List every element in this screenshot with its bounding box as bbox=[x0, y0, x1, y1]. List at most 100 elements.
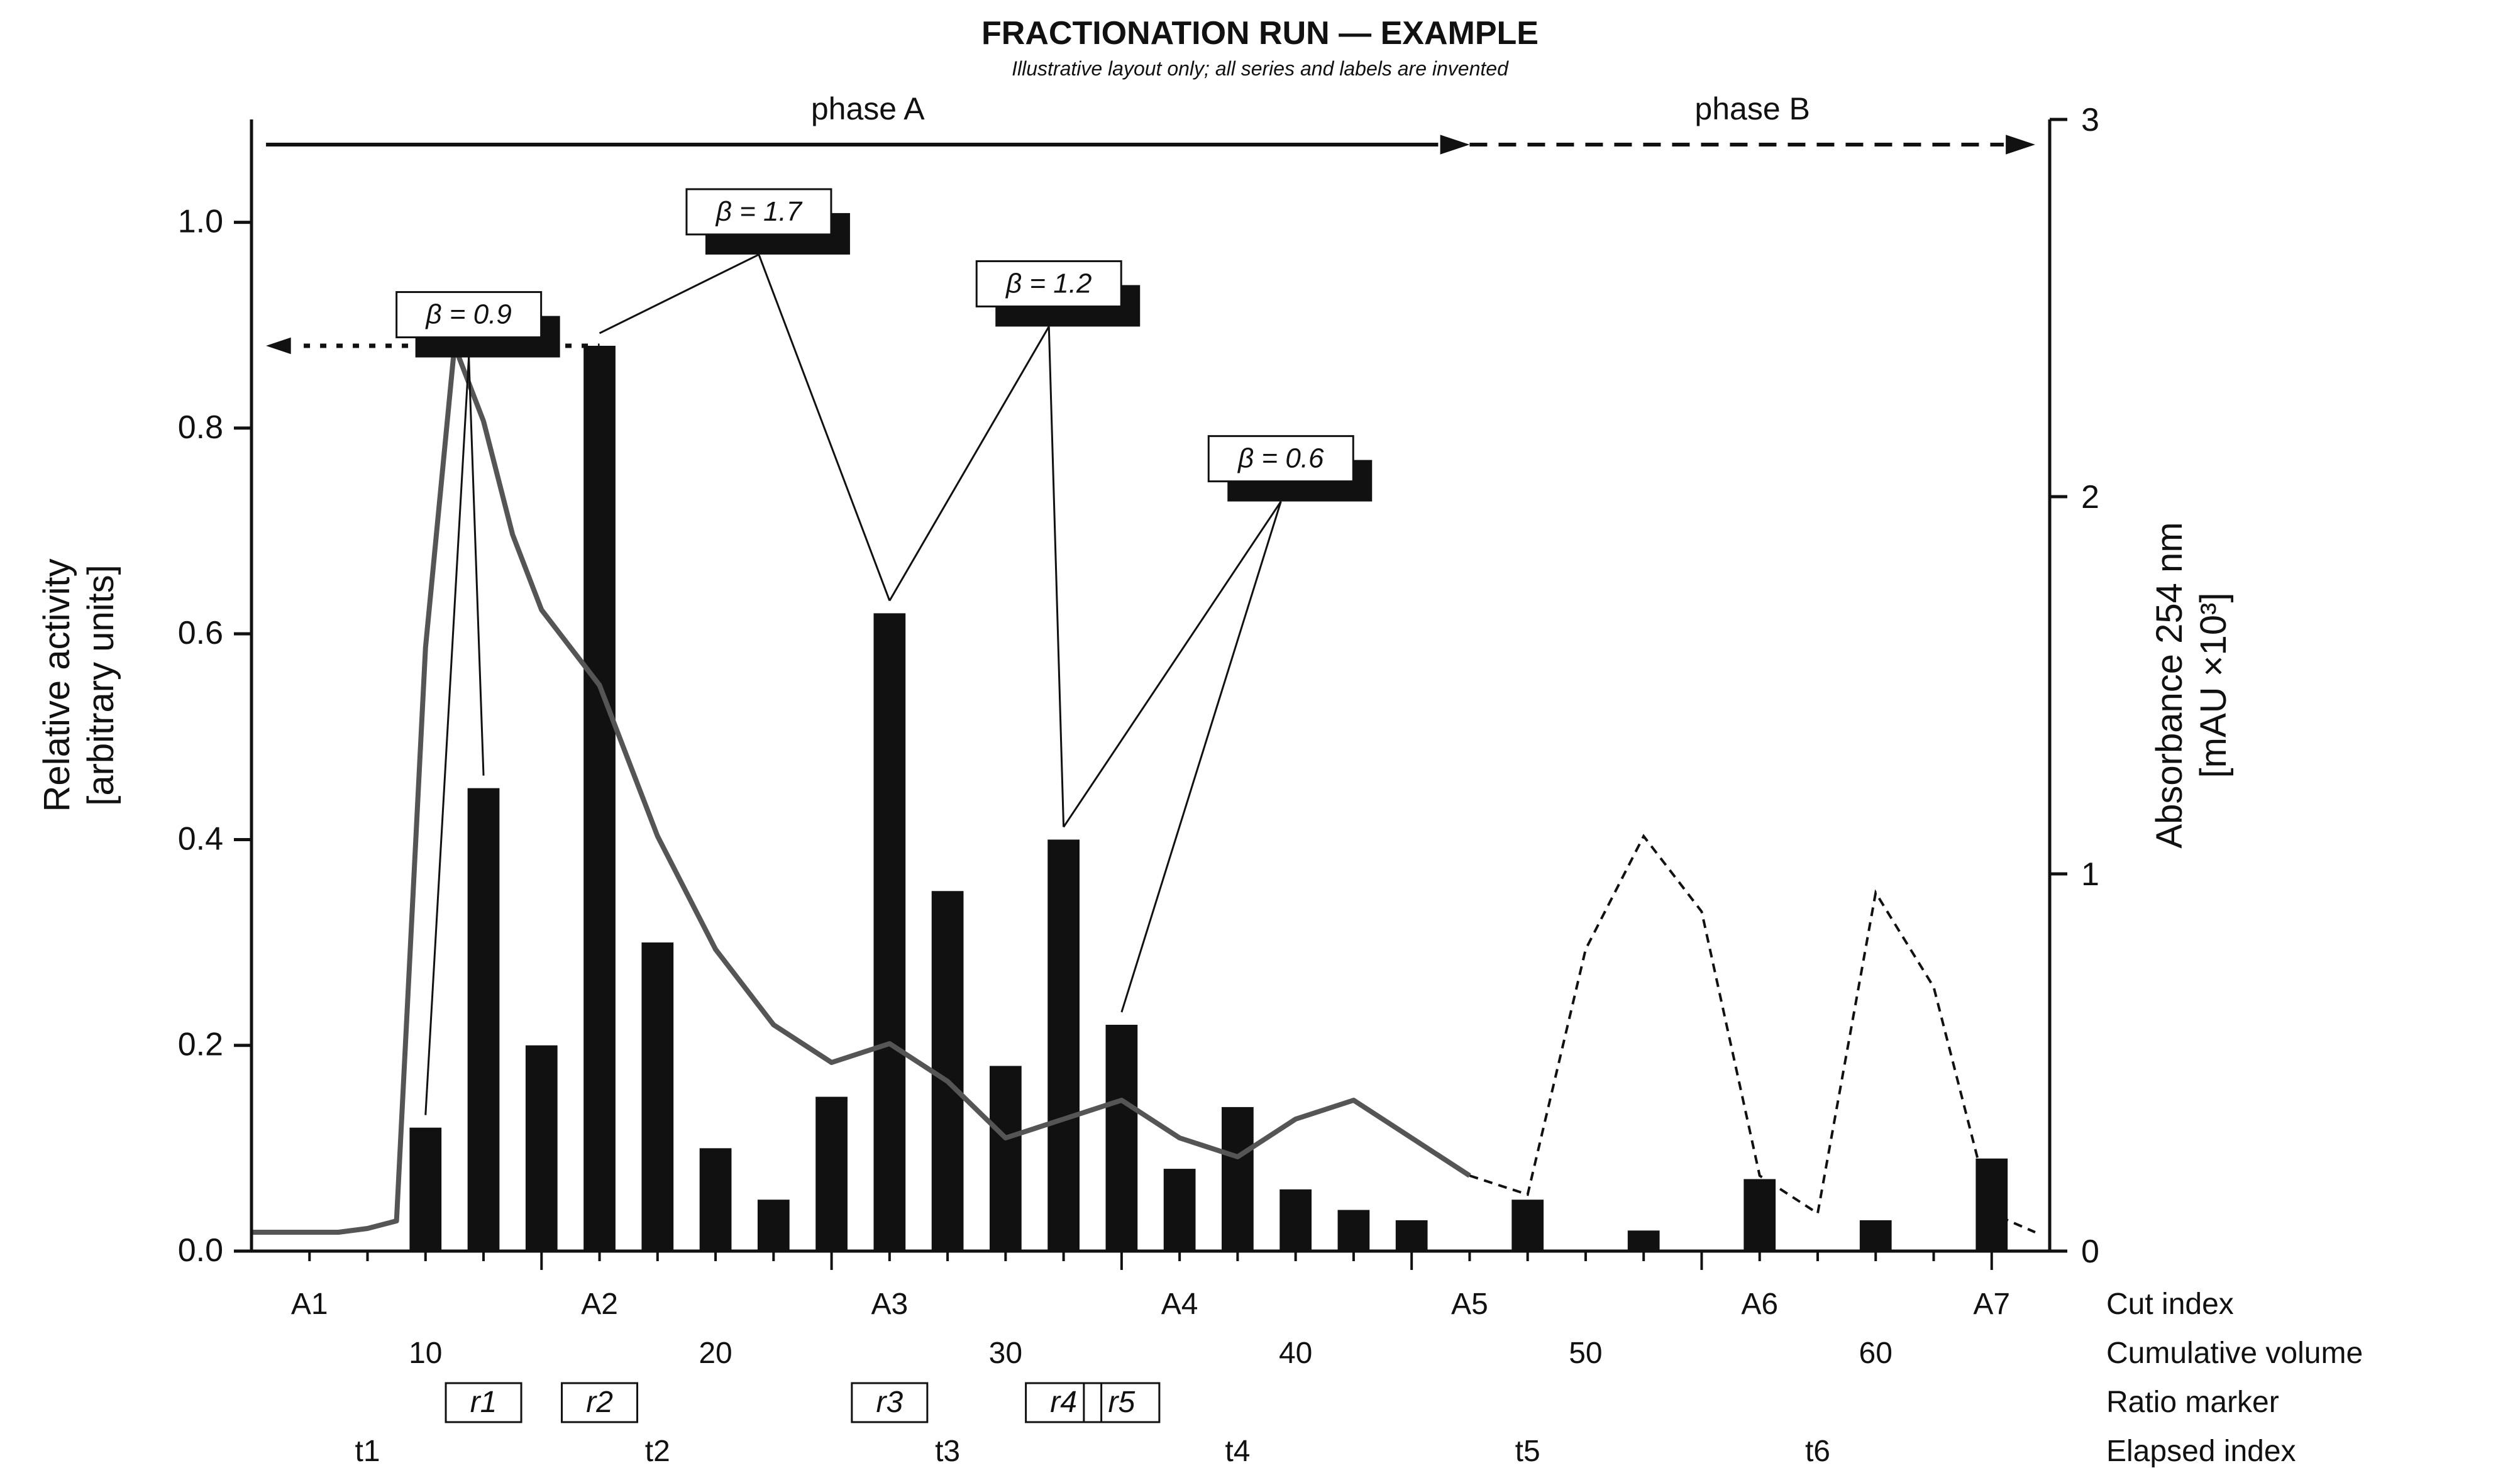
row-2-value-1: r2 bbox=[586, 1386, 613, 1419]
callout-label-1: β = 1.7 bbox=[715, 196, 803, 227]
row-1-value-0: 10 bbox=[409, 1337, 442, 1370]
label-rows: A1 A2 A3 A4 A5 A6 A7 Cut index 10 20 30 40 50 60 Cumul… bbox=[291, 1288, 2363, 1468]
bar-8 bbox=[873, 613, 906, 1251]
bar-4 bbox=[641, 942, 674, 1251]
bottom-axis-ticks bbox=[308, 1251, 1993, 1270]
callout-box-0 bbox=[395, 291, 543, 339]
callout-box-1 bbox=[685, 188, 832, 236]
phase-arrowhead-1 bbox=[2006, 135, 2035, 155]
bar-20 bbox=[1744, 1179, 1776, 1251]
row-3-value-1: t2 bbox=[645, 1435, 670, 1468]
callout-leader-3-1 bbox=[1120, 501, 1282, 1013]
right-tick-label-2: 2 bbox=[2081, 479, 2099, 516]
bar-15 bbox=[1279, 1189, 1312, 1251]
bar-1 bbox=[467, 788, 500, 1251]
bar-18 bbox=[1511, 1200, 1544, 1251]
left-tick-label-1: 0.2 bbox=[178, 1027, 223, 1063]
row-0-value-0: A1 bbox=[291, 1288, 328, 1321]
right-tick-label-0: 0 bbox=[2081, 1233, 2099, 1270]
left-tick-label-2: 0.4 bbox=[178, 820, 223, 857]
left-tick-label-4: 0.8 bbox=[178, 409, 223, 446]
right-axis-label-line-1: Absorbance 254 nm bbox=[2149, 522, 2190, 848]
left-axis-ticks: 0.0 0.2 0.4 0.6 0.8 1.0 bbox=[178, 204, 251, 1269]
row-3-value-5: t6 bbox=[1805, 1435, 1830, 1468]
bar-5 bbox=[699, 1148, 732, 1251]
chart-subtitle: Illustrative layout only; all series and… bbox=[1012, 57, 1509, 80]
row-0-value-2: A3 bbox=[871, 1288, 908, 1321]
left-tick-label-0: 0.0 bbox=[178, 1232, 223, 1269]
chart-title: FRACTIONATION RUN — EXAMPLE bbox=[981, 15, 1539, 52]
right-axis-ticks: 0 1 2 3 bbox=[2050, 102, 2099, 1270]
phase-label-0: phase A bbox=[811, 91, 925, 126]
callout-label-3: β = 0.6 bbox=[1237, 443, 1324, 474]
row-2-box-2 bbox=[851, 1382, 929, 1423]
row-2-value-4: r5 bbox=[1108, 1386, 1136, 1419]
row-3-value-0: t1 bbox=[355, 1435, 380, 1468]
bar-7 bbox=[815, 1096, 848, 1251]
row-2-value-3: r4 bbox=[1050, 1386, 1077, 1419]
bar-10 bbox=[989, 1066, 1022, 1251]
bar-19 bbox=[1627, 1230, 1660, 1251]
left-tick-label-3: 0.6 bbox=[178, 615, 223, 651]
row-1-value-2: 30 bbox=[989, 1337, 1022, 1370]
row-3-value-4: t5 bbox=[1515, 1435, 1540, 1468]
row-2-value-0: r1 bbox=[470, 1386, 497, 1419]
callout-leader-0-1 bbox=[468, 357, 485, 776]
bar-22 bbox=[1976, 1158, 2008, 1251]
row-0-value-6: A7 bbox=[1973, 1288, 2010, 1321]
reference-arrowhead bbox=[266, 337, 291, 355]
bar-16 bbox=[1337, 1210, 1370, 1251]
row-2-box-0 bbox=[445, 1382, 522, 1423]
row-2-box-4 bbox=[1083, 1382, 1161, 1423]
trace-tail-line bbox=[1469, 834, 2036, 1233]
phase-arrows: phase A phase B bbox=[266, 91, 2035, 155]
bar-series bbox=[409, 346, 2008, 1251]
left-axis-label-line-1: Relative activity bbox=[36, 559, 77, 812]
bar-17 bbox=[1395, 1220, 1428, 1251]
row-1-value-1: 20 bbox=[699, 1337, 732, 1370]
bar-2 bbox=[525, 1045, 558, 1251]
phase-arrowhead-0 bbox=[1440, 135, 1470, 155]
callout-3: β = 0.6 bbox=[1063, 435, 1373, 1013]
bar-14 bbox=[1222, 1107, 1254, 1251]
row-1-value-4: 50 bbox=[1569, 1337, 1602, 1370]
label-row-2: r1 r2 r3 r4 r5 Ratio marker bbox=[445, 1382, 2279, 1423]
bar-3 bbox=[583, 346, 616, 1251]
bar-6 bbox=[757, 1200, 790, 1251]
bar-12 bbox=[1105, 1025, 1138, 1251]
row-0-value-4: A5 bbox=[1451, 1288, 1488, 1321]
row-3-value-3: t4 bbox=[1225, 1435, 1250, 1468]
row-2-value-2: r3 bbox=[876, 1386, 903, 1419]
bar-13 bbox=[1163, 1169, 1196, 1251]
bar-21 bbox=[1859, 1220, 1892, 1251]
callouts: β = 0.9 β = 1.7 β = 1.2 β = 0.6 bbox=[395, 188, 1373, 1115]
row-2-name: Ratio marker bbox=[2106, 1386, 2279, 1419]
label-row-1: 10 20 30 40 50 60 Cumulative volume bbox=[409, 1337, 2363, 1370]
left-tick-label-5: 1.0 bbox=[178, 204, 223, 240]
phase-label-1: phase B bbox=[1694, 91, 1810, 126]
row-0-value-5: A6 bbox=[1741, 1288, 1778, 1321]
label-row-3: t1 t2 t3 t4 t5 t6 Elapsed index bbox=[355, 1435, 2296, 1468]
bar-0 bbox=[409, 1127, 442, 1251]
row-3-name: Elapsed index bbox=[2106, 1435, 2296, 1468]
row-1-value-3: 40 bbox=[1279, 1337, 1312, 1370]
callout-box-3 bbox=[1207, 435, 1354, 483]
right-axis-label-line-2: [mAU ×10³] bbox=[2193, 593, 2234, 778]
callout-leader-0-0 bbox=[424, 357, 470, 1115]
callout-label-0: β = 0.9 bbox=[424, 299, 511, 330]
row-0-name: Cut index bbox=[2106, 1288, 2234, 1321]
row-3-value-2: t3 bbox=[935, 1435, 960, 1468]
callout-leader-1-0 bbox=[599, 253, 760, 334]
row-2-box-1 bbox=[561, 1382, 639, 1423]
row-1-value-5: 60 bbox=[1859, 1337, 1893, 1370]
row-1-name: Cumulative volume bbox=[2106, 1337, 2363, 1370]
row-0-value-3: A4 bbox=[1161, 1288, 1198, 1321]
absorbance-trace bbox=[251, 343, 2036, 1235]
trace-main-line bbox=[251, 343, 1471, 1235]
callout-1: β = 1.7 bbox=[599, 188, 891, 601]
callout-leader-3-0 bbox=[1063, 500, 1282, 828]
bar-9 bbox=[931, 891, 964, 1251]
callout-2: β = 1.2 bbox=[888, 260, 1141, 827]
callout-leader-2-1 bbox=[1047, 326, 1065, 827]
